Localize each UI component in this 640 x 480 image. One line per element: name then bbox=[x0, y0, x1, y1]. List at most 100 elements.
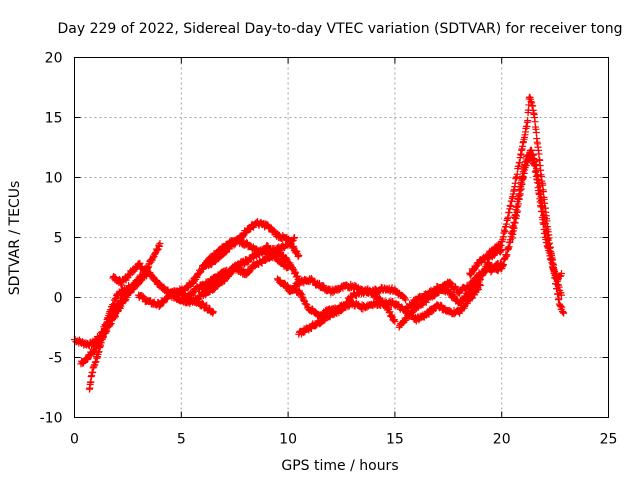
data-point bbox=[242, 229, 250, 237]
data-point bbox=[290, 243, 298, 251]
data-point bbox=[295, 281, 303, 289]
data-point bbox=[384, 304, 392, 312]
series-track-i bbox=[199, 234, 298, 299]
series-track-n bbox=[402, 246, 505, 315]
data-point bbox=[136, 259, 144, 267]
y-tick-label: 5 bbox=[54, 231, 63, 247]
data-point bbox=[558, 291, 566, 299]
data-point bbox=[84, 355, 92, 363]
data-point bbox=[297, 289, 305, 297]
data-point bbox=[446, 279, 454, 287]
data-point bbox=[209, 308, 217, 316]
y-tick-label: 0 bbox=[54, 291, 63, 307]
data-point bbox=[524, 117, 532, 125]
data-point bbox=[145, 263, 153, 271]
data-point bbox=[116, 304, 124, 312]
data-point bbox=[291, 234, 299, 241]
data-point bbox=[338, 306, 345, 314]
data-point bbox=[263, 220, 271, 228]
data-point bbox=[532, 128, 540, 136]
data-point bbox=[555, 283, 563, 291]
data-point bbox=[199, 299, 207, 307]
x-tick-label: 15 bbox=[386, 432, 404, 448]
data-point bbox=[92, 345, 100, 353]
data-point bbox=[291, 268, 299, 276]
data-point bbox=[300, 297, 308, 305]
data-point bbox=[83, 355, 91, 363]
data-point bbox=[196, 269, 204, 277]
data-point bbox=[243, 238, 251, 246]
y-tick-label: 15 bbox=[45, 111, 63, 127]
data-point bbox=[466, 271, 474, 279]
data-point bbox=[497, 241, 505, 249]
y-tick-label: -5 bbox=[49, 351, 63, 367]
y-tick-label: 20 bbox=[45, 51, 63, 67]
data-point bbox=[222, 248, 230, 256]
data-point bbox=[559, 308, 567, 316]
data-point bbox=[156, 240, 164, 247]
axis-ticks bbox=[74, 57, 609, 418]
data-point bbox=[117, 280, 125, 288]
x-axis-label: GPS time / hours bbox=[281, 458, 398, 474]
data-point bbox=[554, 276, 562, 284]
data-point bbox=[111, 313, 119, 321]
data-point bbox=[477, 258, 485, 266]
data-point bbox=[402, 296, 410, 304]
data-point bbox=[153, 276, 161, 284]
data-point bbox=[557, 302, 565, 310]
y-tick-label: 10 bbox=[45, 171, 63, 187]
series-track-q bbox=[508, 150, 565, 284]
data-point bbox=[228, 268, 236, 276]
x-tick-label: 5 bbox=[177, 432, 186, 448]
data-point bbox=[476, 276, 484, 284]
x-tick-labels: 0 5 10 15 20 25 bbox=[70, 432, 617, 448]
data-point bbox=[267, 254, 275, 262]
series-track-h bbox=[199, 218, 302, 272]
y-tick-labels: -10 -5 0 5 10 15 20 bbox=[40, 51, 63, 427]
data-point bbox=[122, 294, 130, 302]
data-point bbox=[207, 261, 215, 269]
data-point bbox=[422, 298, 430, 306]
x-tick-label: 0 bbox=[70, 432, 79, 448]
data-point bbox=[103, 327, 111, 335]
data-point bbox=[106, 321, 114, 329]
data-point bbox=[391, 318, 399, 325]
data-point bbox=[131, 283, 139, 291]
x-tick-label: 20 bbox=[493, 432, 511, 448]
data-point bbox=[295, 252, 303, 259]
data-point bbox=[267, 224, 275, 232]
data-point bbox=[560, 309, 568, 317]
data-points bbox=[71, 93, 568, 393]
data-point bbox=[294, 253, 302, 261]
data-point bbox=[102, 328, 110, 336]
data-point bbox=[303, 301, 311, 309]
data-point bbox=[117, 281, 125, 289]
series-track-c bbox=[77, 271, 150, 368]
data-point bbox=[401, 294, 409, 302]
data-point bbox=[467, 288, 475, 296]
series-track-l bbox=[295, 286, 398, 338]
data-point bbox=[558, 303, 566, 311]
data-point bbox=[558, 270, 566, 277]
y-tick-label: -10 bbox=[40, 411, 63, 427]
data-point bbox=[203, 301, 211, 309]
y-axis-label: SDTVAR / TECUs bbox=[7, 181, 23, 296]
data-point bbox=[209, 309, 217, 317]
data-point bbox=[474, 285, 482, 293]
data-point bbox=[302, 300, 310, 308]
data-point bbox=[496, 243, 504, 251]
data-point bbox=[472, 263, 480, 271]
data-point bbox=[244, 258, 252, 266]
data-point bbox=[121, 297, 129, 305]
x-tick-label: 25 bbox=[600, 432, 618, 448]
data-point bbox=[227, 269, 235, 277]
data-point bbox=[556, 301, 564, 309]
data-point bbox=[538, 208, 546, 216]
data-point bbox=[139, 293, 147, 301]
data-point bbox=[390, 316, 398, 324]
data-point bbox=[387, 312, 395, 320]
x-tick-label: 10 bbox=[279, 432, 297, 448]
data-point bbox=[107, 320, 115, 328]
chart-title: Day 229 of 2022, Sidereal Day-to-day VTE… bbox=[57, 21, 622, 37]
